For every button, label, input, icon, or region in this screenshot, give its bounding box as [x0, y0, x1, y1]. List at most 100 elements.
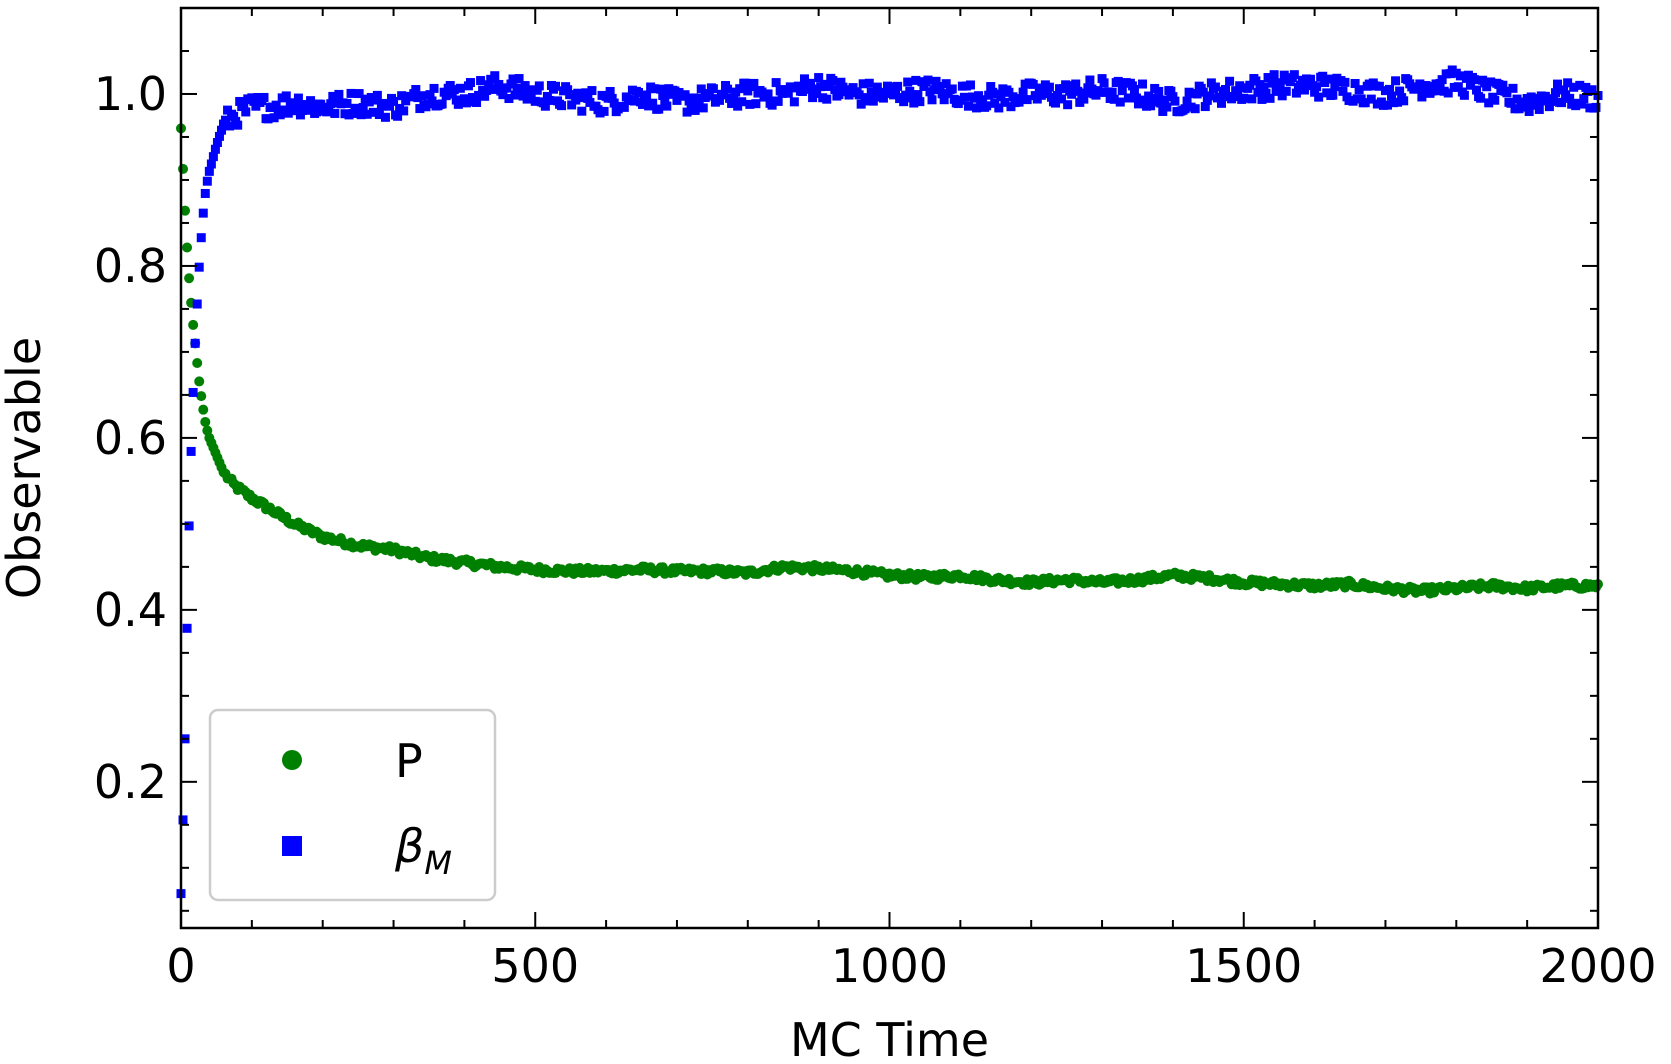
data-point [498, 90, 508, 100]
data-point [1314, 92, 1324, 102]
data-point [1233, 86, 1243, 96]
data-point [397, 91, 407, 101]
data-point [1387, 91, 1397, 101]
data-point [680, 90, 690, 100]
series-beta-m [176, 65, 1603, 899]
data-point [834, 90, 844, 100]
data-point [1160, 95, 1170, 105]
data-point [216, 125, 226, 135]
data-point [1544, 102, 1554, 112]
data-point [544, 95, 554, 105]
data-point [1063, 100, 1073, 110]
data-point [982, 101, 992, 111]
data-point [923, 75, 933, 85]
data-point [281, 91, 291, 101]
data-point [1354, 85, 1364, 95]
data-point [1095, 87, 1105, 97]
data-point [741, 78, 751, 88]
data-point [1281, 86, 1291, 96]
data-point [1306, 74, 1316, 84]
data-point [1138, 79, 1148, 89]
data-point [567, 100, 577, 110]
data-point [429, 83, 439, 93]
data-point [178, 163, 189, 174]
data-point [1115, 97, 1125, 107]
data-point [271, 100, 281, 110]
data-point [814, 73, 824, 83]
data-point [1099, 78, 1109, 88]
data-point [799, 74, 809, 84]
y-tick-label: 0.8 [94, 239, 167, 293]
data-point [1221, 84, 1231, 94]
data-point [605, 87, 615, 97]
data-point [200, 416, 211, 427]
data-point [484, 80, 494, 90]
data-point [1415, 79, 1425, 89]
data-point [1318, 71, 1328, 81]
data-point [330, 108, 340, 118]
data-point [735, 84, 745, 94]
data-point [1269, 70, 1279, 80]
data-point [1289, 70, 1299, 80]
data-point [1399, 96, 1409, 106]
data-point [581, 88, 591, 98]
data-point [633, 87, 643, 97]
data-point [862, 96, 872, 106]
data-point [749, 78, 759, 88]
data-point [1395, 86, 1405, 96]
data-point [1548, 96, 1558, 106]
data-point [1192, 89, 1202, 99]
data-point [210, 144, 220, 154]
data-point [1067, 89, 1077, 99]
data-point [990, 98, 1000, 108]
data-point [927, 95, 937, 105]
data-point [915, 97, 925, 107]
data-point [202, 176, 212, 186]
data-point [1382, 100, 1392, 110]
data-point [793, 81, 803, 91]
data-point [690, 105, 700, 115]
data-point [1028, 79, 1038, 89]
data-point [619, 102, 629, 112]
data-point [389, 96, 399, 106]
data-point [1259, 82, 1269, 92]
data-point [978, 95, 988, 105]
data-point [374, 110, 384, 120]
data-point [1508, 83, 1518, 93]
data-point [1295, 80, 1305, 90]
data-point [909, 98, 919, 108]
data-point [1263, 73, 1273, 83]
data-point [427, 96, 437, 106]
data-point [648, 98, 658, 108]
data-point [212, 137, 222, 147]
data-point [719, 90, 729, 100]
data-point [994, 103, 1004, 113]
data-point [370, 95, 380, 105]
data-point [941, 79, 951, 89]
data-point [1046, 92, 1056, 102]
data-point [180, 205, 191, 216]
data-point [1470, 75, 1480, 85]
data-point [512, 83, 522, 93]
data-point [650, 84, 660, 94]
data-point [1057, 94, 1067, 104]
data-point [1034, 83, 1044, 93]
data-point [241, 107, 251, 117]
data-point [714, 95, 724, 105]
data-point [302, 105, 312, 115]
data-point [577, 106, 587, 116]
data-point [729, 93, 739, 103]
data-point [727, 98, 737, 108]
data-point [1437, 75, 1447, 85]
data-point [198, 208, 208, 218]
data-point [1079, 94, 1089, 104]
data-point [472, 97, 482, 107]
data-point [534, 81, 544, 91]
data-point [745, 99, 755, 109]
data-point [1557, 98, 1567, 108]
x-tick-label: 1500 [1185, 939, 1302, 993]
data-point [1384, 84, 1394, 94]
data-point [214, 131, 224, 141]
data-point [1154, 86, 1164, 96]
